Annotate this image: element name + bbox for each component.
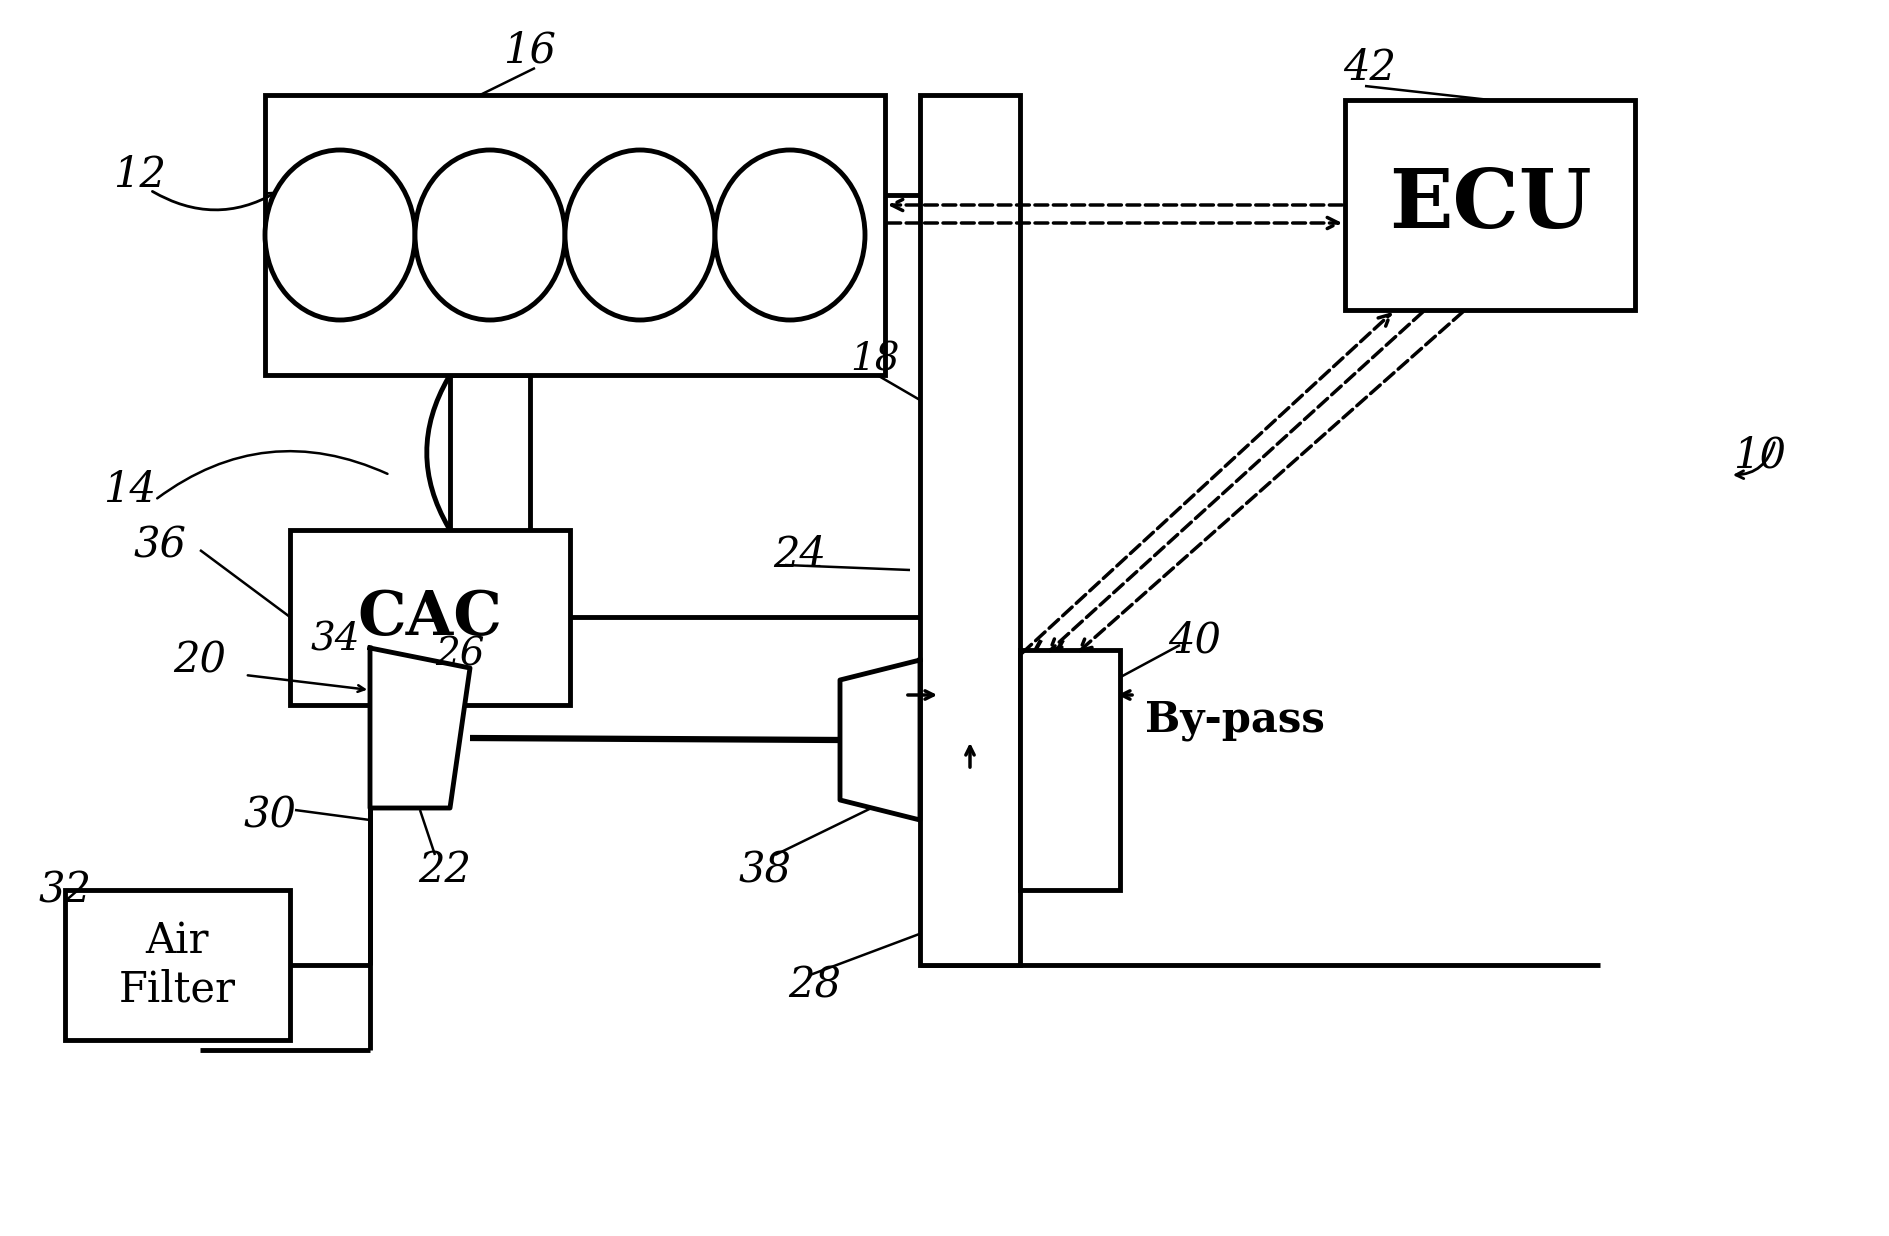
Text: 16: 16	[504, 28, 557, 70]
Bar	[291, 530, 570, 705]
Text: 38: 38	[739, 849, 791, 891]
Text: 28: 28	[788, 964, 841, 1006]
Text: CAC: CAC	[357, 587, 502, 648]
Text: 22: 22	[419, 849, 472, 891]
Text: Air
Filter: Air Filter	[119, 920, 236, 1010]
Bar	[264, 95, 886, 375]
Text: 14: 14	[104, 468, 157, 510]
Text: 36: 36	[134, 524, 187, 566]
Text: 26: 26	[434, 637, 485, 674]
Bar	[1345, 100, 1636, 310]
Ellipse shape	[565, 150, 716, 320]
Polygon shape	[841, 660, 920, 819]
Text: 32: 32	[38, 869, 91, 911]
Text: By-pass: By-pass	[1145, 700, 1324, 742]
Ellipse shape	[416, 150, 565, 320]
Text: 20: 20	[174, 639, 227, 681]
Bar	[1020, 650, 1120, 890]
Text: 42: 42	[1343, 47, 1396, 89]
Ellipse shape	[716, 150, 865, 320]
Text: 10: 10	[1734, 434, 1787, 476]
Polygon shape	[370, 648, 470, 808]
Text: 12: 12	[113, 154, 166, 197]
Text: 18: 18	[850, 341, 899, 378]
Bar	[64, 890, 291, 1039]
Bar	[920, 95, 1020, 965]
Text: 30: 30	[244, 794, 297, 836]
Ellipse shape	[264, 150, 416, 320]
Text: 24: 24	[773, 534, 827, 576]
Text: 40: 40	[1169, 619, 1222, 661]
Text: ECU: ECU	[1388, 164, 1591, 245]
Text: 34: 34	[310, 622, 359, 659]
